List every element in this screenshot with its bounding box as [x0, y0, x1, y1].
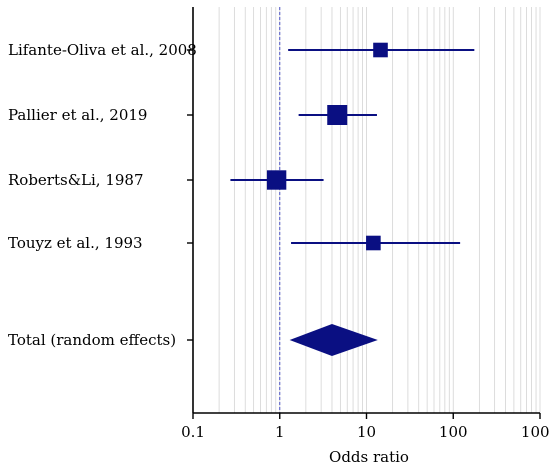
study-label: Roberts&Li, 1987: [8, 171, 144, 189]
x-tick-label: 0.1: [181, 423, 205, 441]
point-estimate-square: [327, 105, 348, 125]
study-label: Pallier et al., 2019: [8, 106, 147, 124]
study-label: Touyz et al., 1993: [8, 234, 143, 252]
grid-lines: [192, 7, 541, 413]
pooled-estimate-diamond: [289, 324, 378, 356]
x-tick-label: 100: [439, 423, 468, 441]
x-tick-label: 1000: [521, 423, 550, 441]
total-label: Total (random effects): [8, 331, 176, 349]
point-estimate-square: [366, 235, 381, 251]
study-labels: Lifante-Oliva et al., 2008 Pallier et al.…: [8, 41, 197, 349]
x-tick-label: 10: [357, 423, 376, 441]
point-estimate-square: [373, 42, 388, 58]
plot-marks: [230, 42, 475, 356]
x-tick-labels: 0.1 1 10 100 1000: [181, 423, 550, 441]
x-axis-title: Odds ratio: [329, 448, 409, 466]
axes: [187, 7, 541, 419]
x-tick-label: 1: [275, 423, 285, 441]
point-estimate-square: [266, 170, 287, 190]
study-label: Lifante-Oliva et al., 2008: [8, 41, 197, 59]
